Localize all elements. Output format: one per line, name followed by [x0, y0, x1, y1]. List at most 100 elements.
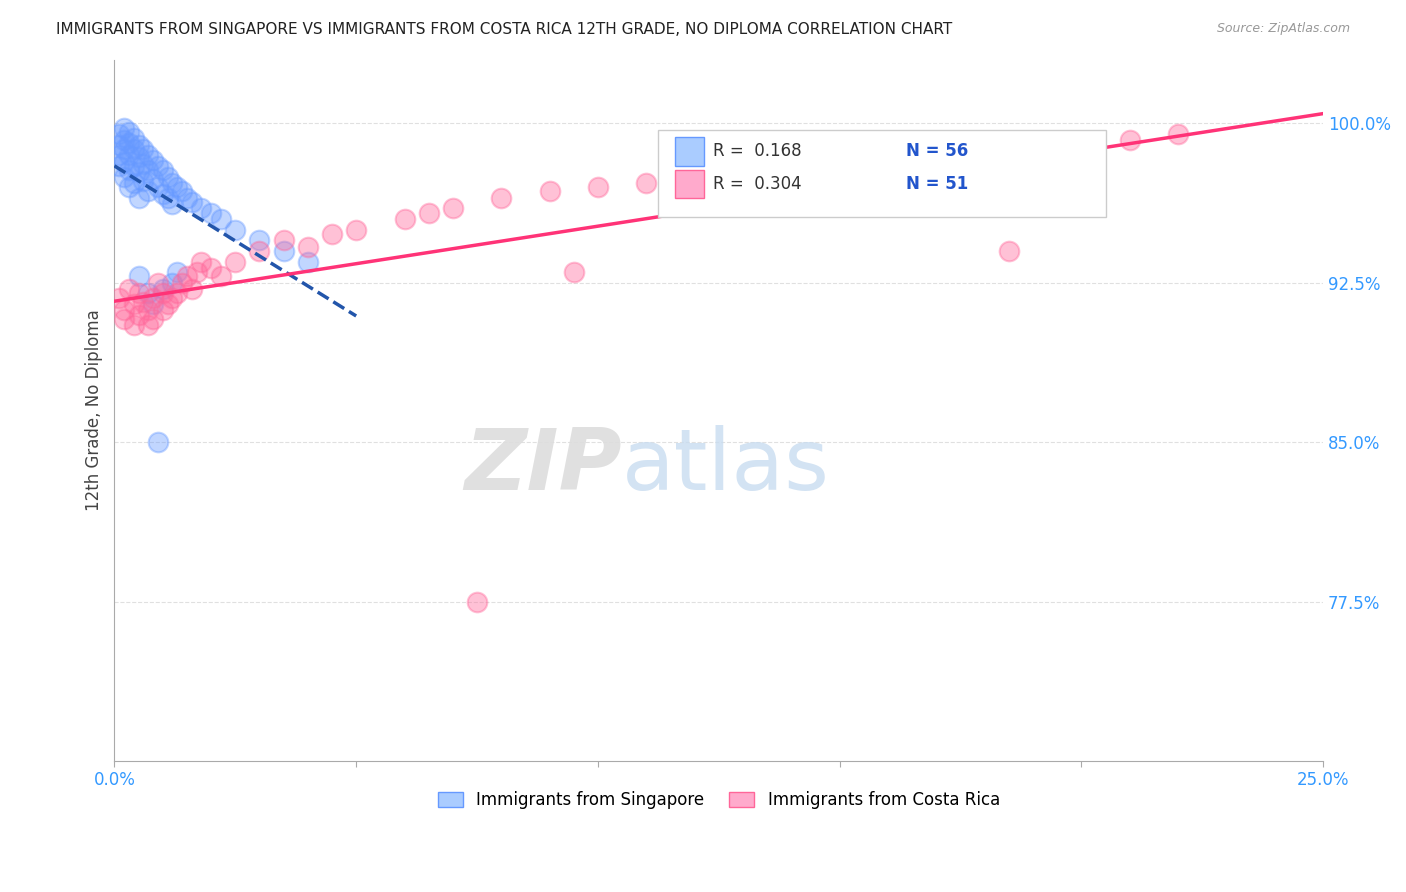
Point [152, 286, 174, 301]
Point [828, 163, 851, 178]
Point [162, 197, 184, 211]
Point [200, 260, 222, 275]
Point [142, 312, 165, 326]
Point [297, 254, 319, 268]
Point [586, 180, 609, 194]
Point [122, 159, 145, 173]
Point [249, 244, 271, 258]
Point [1070, 137, 1092, 152]
Point [172, 185, 194, 199]
Point [166, 265, 188, 279]
Point [146, 276, 169, 290]
Point [156, 191, 179, 205]
Point [132, 157, 155, 171]
Point [142, 297, 165, 311]
Point [136, 286, 159, 301]
Point [186, 265, 208, 279]
Point [562, 265, 585, 279]
Point [162, 176, 184, 190]
Point [180, 282, 202, 296]
Point [1167, 127, 1189, 141]
Point [122, 142, 145, 156]
Point [200, 205, 222, 219]
Point [209, 269, 232, 284]
Point [112, 169, 135, 184]
Point [249, 233, 271, 247]
Text: atlas: atlas [621, 425, 830, 508]
Point [112, 142, 135, 156]
Point [162, 291, 184, 305]
Point [297, 240, 319, 254]
Point [136, 148, 159, 162]
Point [1022, 142, 1045, 156]
Point [152, 282, 174, 296]
Point [162, 276, 184, 290]
Point [118, 163, 141, 178]
Point [136, 318, 159, 333]
FancyBboxPatch shape [675, 137, 704, 166]
Point [156, 297, 179, 311]
Point [122, 297, 145, 311]
Text: IMMIGRANTS FROM SINGAPORE VS IMMIGRANTS FROM COSTA RICA 12TH GRADE, NO DIPLOMA C: IMMIGRANTS FROM SINGAPORE VS IMMIGRANTS … [56, 22, 952, 37]
Point [344, 222, 367, 236]
Text: N = 56: N = 56 [905, 143, 969, 161]
Point [166, 180, 188, 194]
Point [172, 276, 194, 290]
Point [128, 165, 150, 179]
Point [132, 174, 155, 188]
Point [112, 133, 135, 147]
Point [224, 222, 246, 236]
Point [108, 137, 131, 152]
Point [122, 131, 145, 145]
Point [538, 185, 561, 199]
Y-axis label: 12th Grade, No Diploma: 12th Grade, No Diploma [86, 310, 103, 511]
Point [152, 186, 174, 201]
Point [108, 159, 131, 173]
Point [273, 244, 295, 258]
Point [112, 154, 135, 169]
Point [224, 254, 246, 268]
Point [118, 282, 141, 296]
Point [209, 212, 232, 227]
Point [465, 594, 488, 608]
Point [112, 312, 135, 326]
Point [273, 233, 295, 247]
Point [166, 286, 188, 301]
Point [925, 154, 948, 169]
Point [877, 159, 900, 173]
Legend: Immigrants from Singapore, Immigrants from Costa Rica: Immigrants from Singapore, Immigrants fr… [432, 785, 1007, 816]
Point [118, 136, 141, 150]
Point [132, 294, 155, 309]
Point [176, 269, 198, 284]
Text: ZIP: ZIP [464, 425, 621, 508]
Point [118, 125, 141, 139]
Point [394, 212, 416, 227]
Point [136, 185, 159, 199]
Point [973, 148, 995, 162]
Point [122, 176, 145, 190]
Point [118, 180, 141, 194]
Point [142, 171, 165, 186]
Point [142, 291, 165, 305]
Point [180, 194, 202, 209]
Point [998, 244, 1021, 258]
Point [190, 254, 212, 268]
Point [128, 150, 150, 164]
Point [489, 191, 512, 205]
Point [128, 137, 150, 152]
Point [128, 269, 150, 284]
Point [118, 148, 141, 162]
Point [108, 148, 131, 162]
Text: R =  0.168: R = 0.168 [713, 143, 801, 161]
Point [146, 180, 169, 194]
Point [156, 169, 179, 184]
Point [418, 205, 440, 219]
Point [152, 303, 174, 318]
FancyBboxPatch shape [675, 170, 704, 199]
Point [146, 159, 169, 173]
FancyBboxPatch shape [658, 129, 1105, 218]
Point [731, 169, 754, 184]
Point [108, 291, 131, 305]
Text: R =  0.304: R = 0.304 [713, 176, 801, 194]
Point [136, 163, 159, 178]
